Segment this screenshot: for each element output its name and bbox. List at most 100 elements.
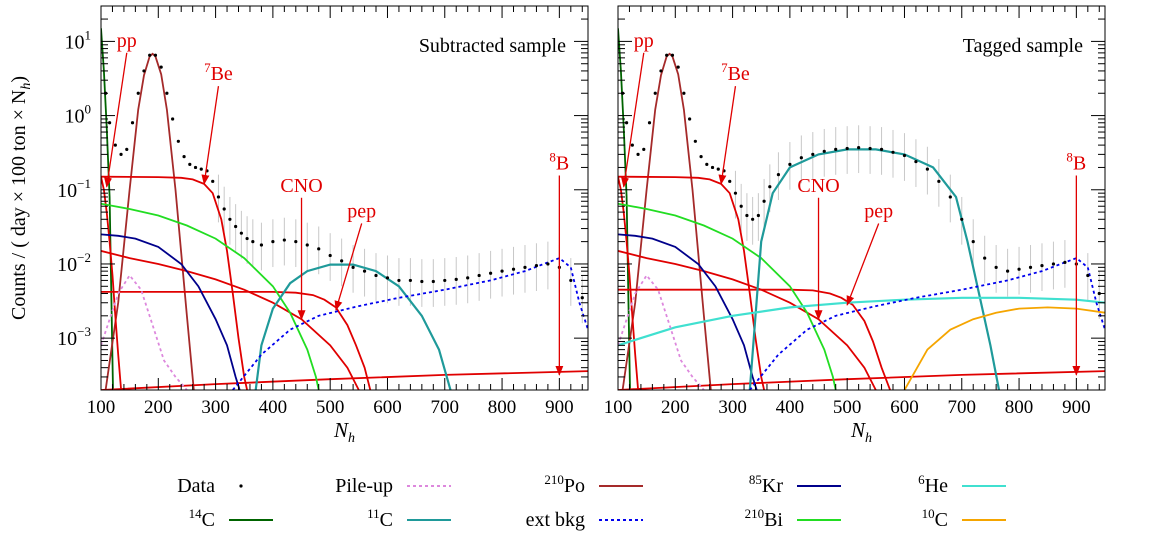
data-point bbox=[739, 204, 743, 208]
data-point bbox=[659, 69, 663, 73]
data-point bbox=[699, 154, 703, 159]
data-point bbox=[245, 236, 249, 241]
data-point bbox=[1017, 267, 1021, 271]
data-point bbox=[142, 69, 146, 73]
data-point bbox=[408, 278, 412, 283]
y-axis: 10−3 10−2 10−1 100 101 bbox=[57, 5, 588, 391]
data-point bbox=[511, 267, 516, 271]
x-axis: 100 200 300 400 500 600 700 800 900 Nh bbox=[87, 6, 583, 446]
data-point bbox=[799, 156, 803, 160]
annotation-label: CNO bbox=[797, 175, 839, 197]
legend-label: Pile-up bbox=[335, 475, 393, 497]
data-point bbox=[788, 162, 792, 166]
data-point bbox=[1028, 265, 1033, 269]
series-c11 bbox=[748, 148, 1001, 390]
series-po210 bbox=[621, 52, 712, 390]
data-point bbox=[182, 154, 186, 159]
series-be7 bbox=[618, 175, 765, 390]
x-tick-label: 400 bbox=[776, 397, 805, 418]
data-point bbox=[362, 269, 367, 273]
annotations: pp 7Be CNO pep 8B bbox=[621, 30, 1086, 376]
data-point bbox=[1006, 269, 1010, 273]
data-point bbox=[259, 243, 264, 247]
data-point bbox=[822, 149, 826, 153]
x-tick-label: 800 bbox=[488, 397, 517, 418]
x-axis-label: Nh bbox=[333, 418, 355, 446]
data-point bbox=[340, 259, 344, 263]
data-point bbox=[420, 279, 424, 284]
data-point bbox=[199, 167, 203, 171]
data-point bbox=[136, 91, 140, 95]
data-point bbox=[983, 256, 987, 260]
data-point bbox=[902, 153, 907, 158]
series-kr85 bbox=[101, 233, 241, 390]
data-point bbox=[489, 271, 493, 275]
annotation-arrow bbox=[718, 86, 737, 185]
x-tick-label: 600 bbox=[890, 397, 919, 418]
data-point bbox=[176, 139, 180, 143]
x-tick-label: 700 bbox=[948, 397, 977, 418]
data-point bbox=[351, 265, 355, 269]
annotation-label: pp bbox=[634, 30, 654, 52]
x-tick-label: 700 bbox=[431, 397, 460, 418]
data-point bbox=[569, 278, 573, 283]
data-point bbox=[834, 147, 838, 152]
data-point bbox=[857, 146, 861, 150]
series-data bbox=[103, 53, 584, 300]
data-point bbox=[776, 173, 781, 177]
data-point bbox=[682, 91, 686, 95]
data-point bbox=[305, 243, 309, 247]
annotation-label: 8B bbox=[1066, 149, 1086, 174]
data-point bbox=[294, 240, 298, 244]
series-c11 bbox=[254, 263, 452, 390]
data-point bbox=[1040, 264, 1044, 268]
y-axis-label: Counts / ( day × 100 ton × Nh) bbox=[8, 76, 34, 320]
data-point bbox=[466, 276, 470, 280]
series-data bbox=[620, 53, 1101, 296]
data-point bbox=[188, 162, 192, 166]
series-b8 bbox=[618, 370, 1105, 390]
data-point bbox=[665, 53, 669, 57]
data-point bbox=[193, 165, 198, 170]
legend-label: ext bkg bbox=[526, 509, 585, 531]
data-point bbox=[431, 279, 435, 284]
legend-label: Data bbox=[177, 475, 215, 497]
data-point bbox=[523, 265, 527, 269]
series-ext bbox=[749, 257, 1105, 390]
data-point bbox=[153, 53, 158, 57]
data-point bbox=[670, 53, 675, 57]
annotation-arrow bbox=[201, 86, 220, 185]
y-tick-label: 10−1 bbox=[57, 176, 91, 202]
data-point bbox=[1063, 260, 1067, 264]
series-c10 bbox=[903, 306, 1105, 390]
data-point bbox=[165, 91, 169, 95]
panel-label: Subtracted sample bbox=[419, 35, 566, 57]
panel-right: 100 200 300 400 500 600 700 800 900 Nh Tagged samp… bbox=[604, 5, 1106, 446]
data-point bbox=[171, 117, 175, 121]
data-point bbox=[282, 238, 286, 242]
annotation-arrow bbox=[334, 223, 363, 311]
data-point bbox=[642, 147, 646, 152]
data-point bbox=[751, 217, 755, 221]
data-point bbox=[948, 195, 952, 199]
data-point bbox=[811, 152, 815, 156]
series-pep bbox=[101, 291, 372, 390]
data-point bbox=[216, 195, 221, 199]
data-point bbox=[925, 167, 929, 171]
data-point bbox=[624, 121, 629, 125]
data-point bbox=[636, 152, 640, 156]
data-point bbox=[1051, 262, 1056, 266]
data-point bbox=[234, 224, 238, 229]
x-tick-label: 100 bbox=[87, 397, 116, 418]
annotation-arrow bbox=[621, 52, 645, 188]
legend-label: 85Kr bbox=[749, 472, 783, 497]
data-point bbox=[733, 191, 738, 195]
legend-label: 11C bbox=[367, 506, 393, 531]
data-point bbox=[914, 159, 918, 164]
data-point bbox=[119, 152, 123, 156]
data-point bbox=[653, 91, 657, 95]
x-tick-label: 100 bbox=[604, 397, 633, 418]
data-point bbox=[868, 146, 872, 151]
data-point bbox=[1086, 273, 1090, 278]
